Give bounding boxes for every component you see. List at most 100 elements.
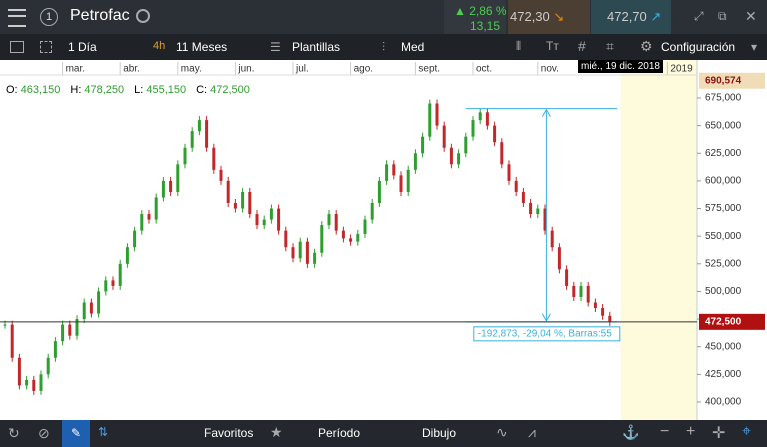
bid-button[interactable]: 472,30 ↘ (508, 0, 590, 34)
future-zone (620, 60, 697, 420)
candle (356, 233, 360, 242)
candle (529, 203, 533, 215)
candle (147, 214, 151, 220)
zoom-out[interactable]: − (660, 423, 670, 440)
change-abs: 13,15 (469, 19, 500, 33)
candle (435, 103, 439, 126)
ohlc-value: 455,150 (146, 84, 187, 96)
candle (377, 180, 381, 204)
search-icon[interactable] (136, 9, 150, 23)
settings-caret[interactable]: ▾ (751, 40, 758, 54)
list-icon[interactable] (10, 41, 24, 53)
candle (291, 247, 295, 259)
settings-icon[interactable]: ⚙ (640, 38, 653, 54)
sort-icon[interactable]: ⇅ (98, 425, 109, 439)
candle (521, 191, 525, 204)
bottom-bar: ↻ ⊘ ✎ ⇅ Favoritos ★ Período Dibujo ∿ ⩘ ⚓… (0, 420, 767, 447)
candle (140, 214, 144, 231)
bid: 472,30 (510, 9, 550, 24)
templates-icon[interactable]: ☰ (270, 40, 281, 54)
wave-icon[interactable]: ∿ (496, 424, 508, 440)
candle (493, 125, 497, 143)
symbol[interactable]: Petrofac (70, 7, 130, 24)
y-tick-label: 675,000 (705, 93, 742, 104)
candle (226, 180, 230, 204)
x-tick-label: sept. (418, 64, 440, 75)
path-icon[interactable]: ⩘ (528, 424, 536, 440)
ask-button[interactable]: 472,70 ↗ (591, 0, 671, 34)
draw-button[interactable]: ✎ (62, 420, 90, 447)
candle (572, 285, 576, 297)
expand-icon[interactable]: ⤢ (694, 9, 704, 23)
crosshair-icon[interactable]: ⌗ (606, 38, 614, 54)
measure-label: -192,873, -29,04 %, Barras:55 (478, 328, 612, 339)
anchor-icon[interactable]: ⚓ (622, 424, 640, 440)
y-tick-label: 575,000 (705, 203, 742, 214)
candle (284, 230, 288, 248)
templates[interactable]: Plantillas (292, 40, 341, 54)
x-tick-label: may. (181, 64, 202, 75)
candle (586, 285, 590, 303)
crosshair-mode[interactable]: ⌖ (742, 423, 752, 440)
menu-icon[interactable] (8, 9, 26, 27)
interval-short[interactable]: 4h (153, 40, 166, 52)
candle (53, 341, 57, 358)
y-tick-label: 625,000 (705, 148, 742, 159)
candle (320, 225, 324, 253)
candle (500, 142, 504, 165)
popout-icon[interactable]: ⧉ (718, 9, 727, 23)
candle (428, 103, 432, 137)
text-icon[interactable]: Tт (546, 39, 559, 53)
favorites[interactable]: Favoritos (204, 426, 254, 440)
close-icon[interactable]: ✕ (745, 8, 757, 24)
high-marker-box (699, 72, 765, 89)
clear-icon[interactable]: ⊘ (38, 425, 50, 441)
layout-icon[interactable] (40, 41, 52, 53)
candle (241, 191, 245, 209)
candle (421, 136, 425, 154)
candle (442, 125, 446, 148)
candle (255, 214, 259, 226)
range[interactable]: 11 Meses (176, 40, 228, 54)
candle (61, 324, 65, 342)
indicators-icon[interactable]: ⫴ (516, 39, 522, 53)
y-tick-label: 400,000 (705, 397, 742, 408)
ohlc-key: O: (6, 84, 18, 96)
candle (593, 302, 597, 309)
candle (219, 169, 223, 181)
mode-icon[interactable]: ⫶ (382, 40, 386, 54)
candle (269, 208, 273, 220)
crosshair-date: mié., 19 dic. 2018 (578, 60, 663, 73)
link-icon[interactable]: 1 (40, 8, 58, 26)
candle (277, 208, 281, 231)
candle (197, 120, 201, 132)
candle (17, 357, 21, 386)
candle (449, 147, 453, 165)
candle (313, 252, 317, 264)
fit-icon[interactable]: ✛ (712, 425, 726, 442)
candle (478, 112, 482, 121)
ohlc-key: H: (70, 84, 82, 96)
candle (89, 302, 93, 314)
candle (514, 180, 518, 192)
grid-icon[interactable]: # (578, 38, 586, 54)
settings[interactable]: Configuración (661, 40, 736, 54)
star-icon[interactable]: ★ (270, 424, 283, 440)
candle (248, 191, 252, 215)
interval[interactable]: 1 Día (68, 40, 97, 54)
period[interactable]: Período (318, 426, 361, 440)
candle (125, 247, 129, 264)
candle (169, 180, 173, 192)
refresh-icon[interactable]: ↻ (8, 425, 20, 441)
x-tick-label: mar. (66, 64, 85, 75)
y-tick-label: 600,000 (705, 176, 742, 187)
drawing[interactable]: Dibujo (422, 426, 457, 440)
mode[interactable]: Med (401, 40, 425, 54)
x-tick-label: nov. (541, 64, 559, 75)
candle (46, 357, 50, 375)
candle (68, 324, 72, 336)
candle (205, 120, 209, 148)
last-price-label: 472,500 (705, 316, 742, 327)
change-box: ▲ 2,86 % 13,15 (444, 0, 507, 34)
zoom-in[interactable]: + (686, 423, 696, 440)
